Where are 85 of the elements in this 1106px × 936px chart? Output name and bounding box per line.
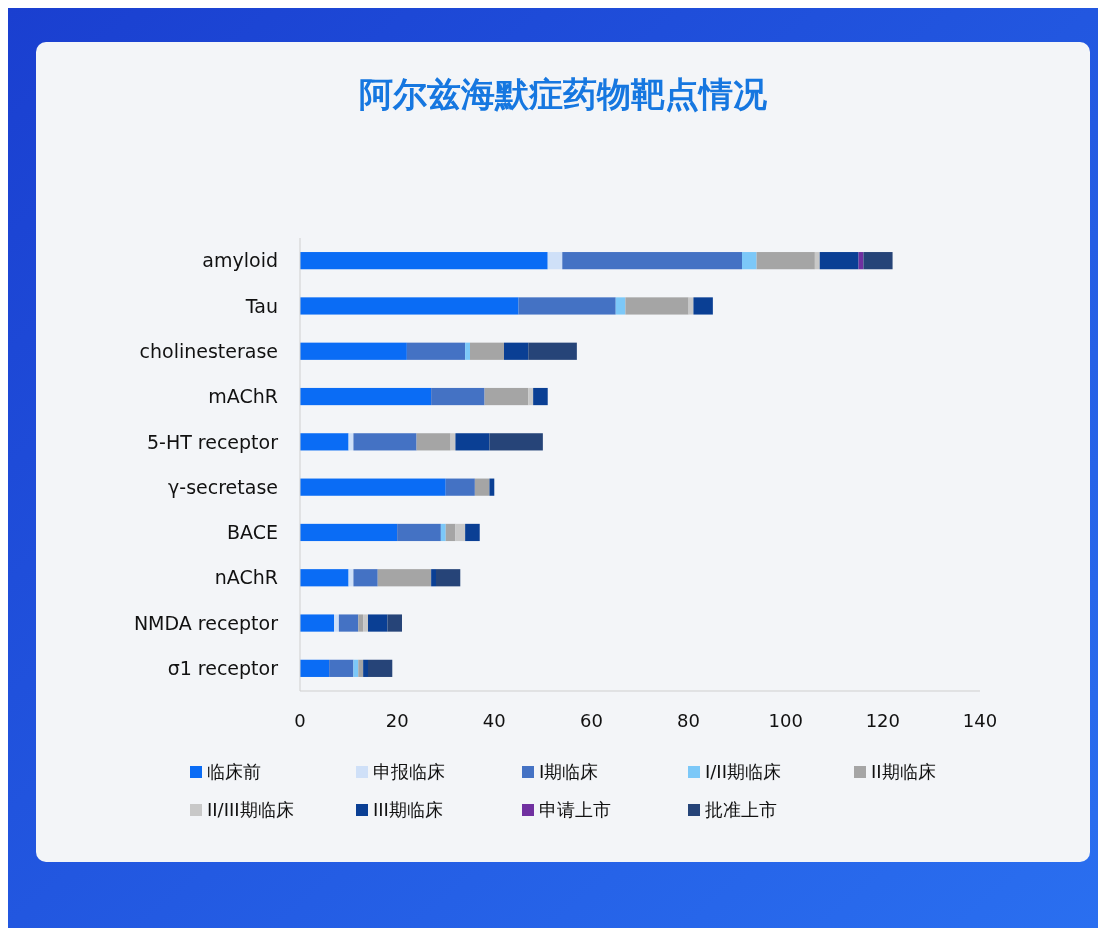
x-tick-label: 120 (865, 710, 901, 731)
bar (358, 659, 364, 677)
y-tick-label: cholinesterase (139, 339, 278, 362)
bar (693, 297, 713, 315)
bar (436, 569, 461, 587)
bar (338, 614, 359, 632)
bar (440, 523, 446, 542)
bar (300, 569, 349, 587)
bar (431, 569, 436, 587)
legend-label: II/III期临床 (207, 799, 294, 821)
bar (300, 523, 398, 542)
bar (742, 252, 757, 270)
bar (300, 297, 519, 315)
bar (377, 569, 432, 587)
x-tick-label: 80 (677, 710, 701, 731)
bar (368, 659, 393, 677)
x-tick-label: 0 (294, 710, 306, 731)
bar (406, 342, 466, 360)
y-tick-label: amyloid (202, 249, 278, 272)
y-tick-label: nAChR (214, 566, 278, 589)
bar (300, 614, 334, 632)
bar (353, 433, 417, 451)
bar (504, 342, 529, 360)
x-tick-label: 60 (579, 710, 603, 731)
legend-label: I期临床 (539, 761, 599, 783)
bar (625, 297, 689, 315)
bar (470, 342, 504, 360)
legend-label: 申报临床 (373, 761, 445, 783)
bar (358, 614, 364, 632)
bar (474, 478, 490, 496)
bar (533, 387, 548, 406)
legend-label: 批准上市 (705, 799, 777, 821)
y-tick-label: NMDA receptor (133, 611, 279, 634)
y-tick-label: σ1 receptor (167, 657, 279, 679)
bar (368, 614, 388, 632)
bar (416, 433, 451, 451)
y-tick-label: BACE (227, 521, 278, 544)
bar (863, 252, 893, 270)
bar (431, 387, 485, 406)
bar (300, 433, 349, 451)
legend-label: 申请上市 (539, 799, 611, 821)
bar (353, 659, 359, 677)
bar (300, 252, 548, 270)
bar (300, 387, 432, 406)
bar (814, 252, 820, 270)
x-tick-label: 140 (962, 710, 998, 731)
legend-label: II期临床 (871, 761, 936, 783)
legend-label: III期临床 (373, 799, 443, 821)
bar (489, 478, 495, 496)
bar (528, 342, 577, 360)
bar (455, 523, 466, 542)
bar (445, 523, 456, 542)
bar (397, 523, 441, 542)
bar (819, 252, 859, 270)
bar (334, 614, 339, 632)
bar (363, 614, 368, 632)
legend-label: I/II期临床 (705, 761, 781, 783)
bar (484, 387, 529, 406)
bar (489, 433, 543, 451)
bar (528, 387, 534, 406)
bar (615, 297, 626, 315)
bar (363, 659, 368, 677)
y-tick-label: 5-HT receptor (146, 430, 279, 453)
y-tick-label: γ-secretase (168, 475, 278, 498)
x-tick-label: 20 (385, 710, 409, 731)
y-tick-label: mAChR (208, 385, 278, 408)
bar (300, 342, 407, 360)
bar (518, 297, 616, 315)
x-tick-label: 100 (768, 710, 803, 731)
bar (465, 342, 470, 360)
bar (756, 252, 815, 270)
bar (300, 478, 446, 496)
bar (353, 569, 378, 587)
x-tick-label: 40 (482, 710, 506, 731)
bar (300, 659, 330, 677)
bar (455, 433, 490, 451)
bar (445, 478, 475, 496)
bar (547, 252, 563, 270)
chart-title: 阿尔兹海默症药物靶点情况 (359, 74, 768, 114)
bar (562, 252, 742, 270)
bar (329, 659, 354, 677)
bar (465, 523, 480, 542)
legend-label: 临床前 (207, 761, 261, 783)
y-tick-label: Tau (244, 294, 278, 317)
bar (387, 614, 402, 632)
